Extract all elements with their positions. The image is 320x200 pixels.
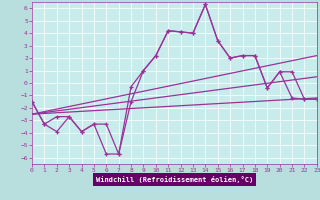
X-axis label: Windchill (Refroidissement éolien,°C): Windchill (Refroidissement éolien,°C) (96, 176, 253, 183)
